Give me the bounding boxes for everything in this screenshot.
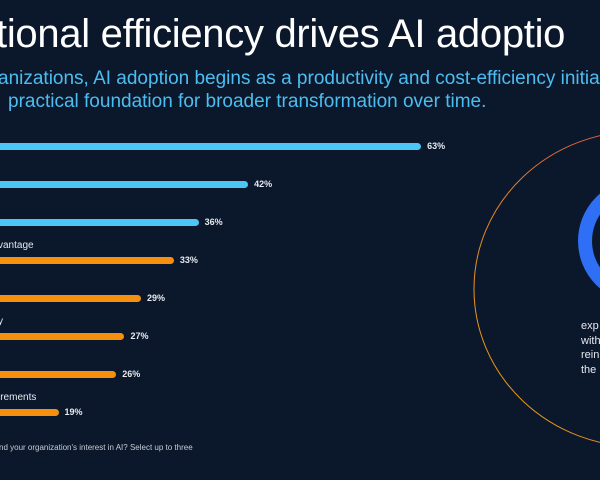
side-text-line: with — [581, 334, 600, 347]
bar — [0, 295, 141, 302]
bar-value-label: 26% — [122, 369, 141, 379]
bar-category-label: irements — [0, 392, 37, 403]
bar — [0, 333, 125, 340]
bar — [0, 181, 249, 188]
bar-value-label: 63% — [427, 141, 446, 151]
bar-category-label: y — [0, 316, 3, 327]
bar-category-label: vantage — [0, 240, 34, 251]
side-text: exp with rein the — [581, 319, 600, 377]
bar — [0, 143, 422, 150]
bar-value-label: 36% — [204, 217, 223, 227]
side-text-line: the — [581, 363, 597, 376]
bar-value-label: 27% — [130, 331, 149, 341]
side-text-line: rein — [581, 349, 600, 361]
page-title: tional efficiency drives AI adoptio — [0, 12, 566, 56]
bar-value-label: 19% — [64, 407, 83, 417]
subtitle-line-1: anizations, AI adoption begins as a prod… — [0, 68, 600, 89]
blue-ring-icon — [578, 193, 600, 289]
bar — [0, 219, 199, 226]
footnote: nd your organization's interest in AI? S… — [0, 443, 193, 452]
bar — [0, 409, 59, 416]
bar — [0, 371, 117, 378]
subtitle-line-2: practical foundation for broader transfo… — [8, 91, 487, 112]
bar — [0, 257, 174, 264]
outer-circle — [473, 135, 600, 443]
bar-value-label: 42% — [254, 179, 273, 189]
bar-value-label: 29% — [146, 293, 165, 303]
bar-value-label: 33% — [179, 255, 198, 265]
side-text-line: exp — [581, 320, 599, 332]
